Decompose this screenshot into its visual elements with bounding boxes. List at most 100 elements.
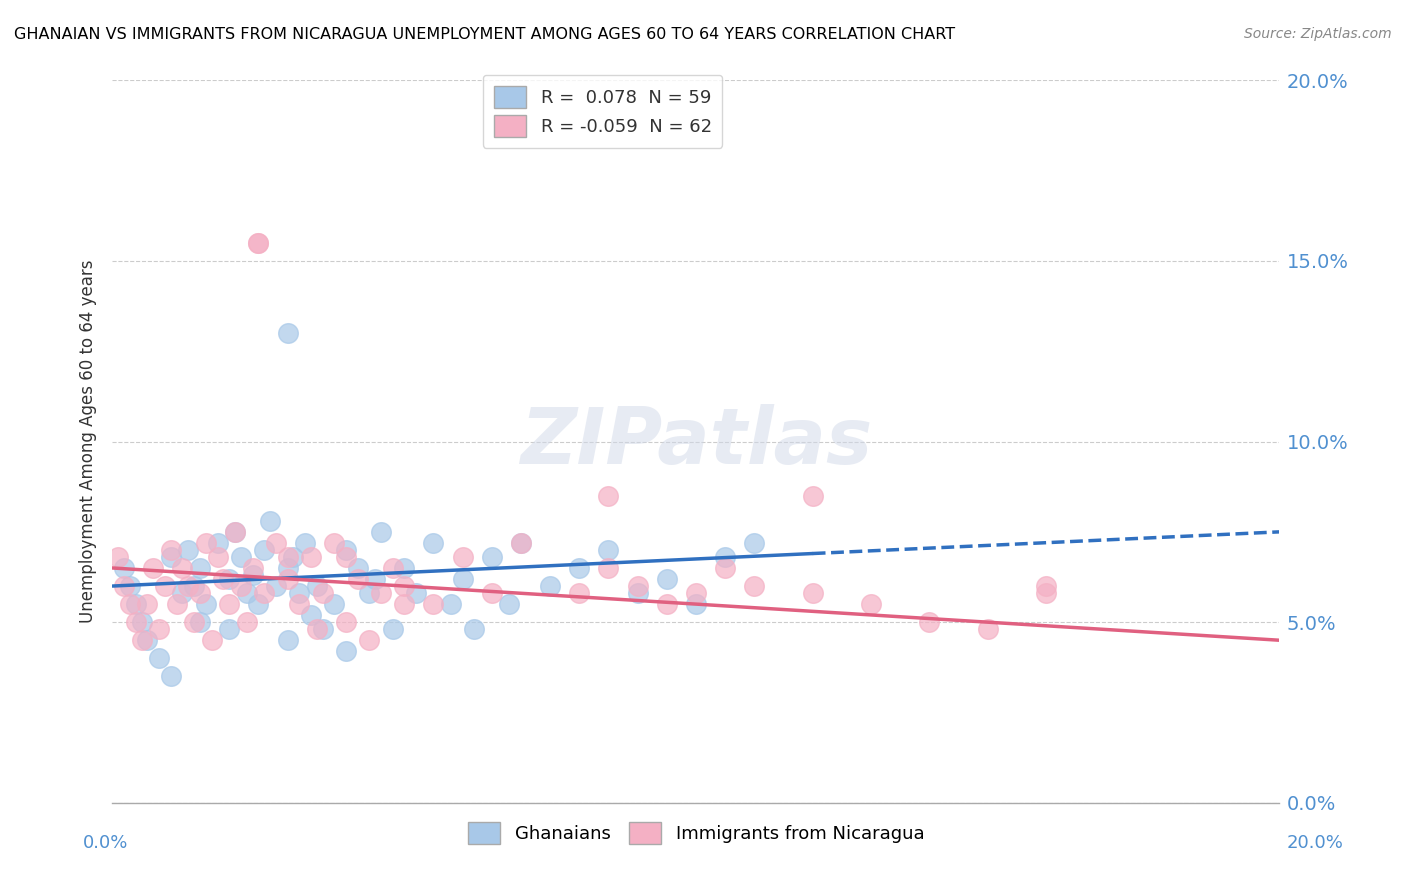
Point [118, 597, 141, 611]
Point [229, 579, 252, 593]
Text: Source: ZipAtlas.com: Source: ZipAtlas.com [1244, 27, 1392, 41]
Point [194, 535, 217, 549]
Point [283, 550, 305, 565]
Point [276, 550, 298, 565]
Point [112, 579, 135, 593]
Point [1035, 579, 1057, 593]
Point [655, 572, 678, 586]
Point [742, 579, 765, 593]
Point [131, 633, 153, 648]
Point [160, 669, 183, 683]
Point [311, 623, 333, 637]
Point [742, 535, 765, 549]
Point [335, 550, 357, 565]
Point [440, 597, 463, 611]
Point [451, 572, 474, 586]
Point [207, 550, 229, 565]
Point [259, 514, 281, 528]
Point [177, 579, 200, 593]
Point [276, 561, 298, 575]
Text: GHANAIAN VS IMMIGRANTS FROM NICARAGUA UNEMPLOYMENT AMONG AGES 60 TO 64 YEARS COR: GHANAIAN VS IMMIGRANTS FROM NICARAGUA UN… [14, 27, 955, 42]
Point [188, 586, 211, 600]
Point [860, 597, 883, 611]
Point [323, 597, 346, 611]
Point [422, 535, 444, 549]
Point [112, 561, 135, 575]
Text: 20.0%: 20.0% [1286, 834, 1343, 852]
Point [1035, 586, 1057, 600]
Point [131, 615, 153, 630]
Point [177, 542, 200, 557]
Point [335, 644, 357, 658]
Point [481, 586, 503, 600]
Point [394, 579, 416, 593]
Point [370, 524, 392, 539]
Point [381, 561, 404, 575]
Point [394, 597, 416, 611]
Point [346, 561, 368, 575]
Point [136, 597, 159, 611]
Point [148, 651, 170, 665]
Point [364, 572, 387, 586]
Point [242, 568, 264, 582]
Point [118, 579, 141, 593]
Point [509, 535, 531, 549]
Point [323, 535, 346, 549]
Point [212, 572, 235, 586]
Point [294, 535, 316, 549]
Point [142, 561, 165, 575]
Legend: Ghanaians, Immigrants from Nicaragua: Ghanaians, Immigrants from Nicaragua [461, 815, 931, 852]
Point [538, 579, 561, 593]
Point [801, 586, 824, 600]
Point [247, 597, 270, 611]
Point [335, 615, 357, 630]
Point [218, 597, 240, 611]
Point [685, 597, 707, 611]
Point [598, 561, 620, 575]
Point [346, 572, 368, 586]
Point [201, 633, 224, 648]
Point [218, 623, 240, 637]
Point [801, 489, 824, 503]
Text: ZIPatlas: ZIPatlas [520, 403, 872, 480]
Point [598, 542, 620, 557]
Point [422, 597, 444, 611]
Point [160, 550, 183, 565]
Point [305, 623, 328, 637]
Point [335, 542, 357, 557]
Point [188, 615, 211, 630]
Point [627, 579, 650, 593]
Point [276, 326, 298, 340]
Point [568, 561, 591, 575]
Point [264, 579, 287, 593]
Text: 0.0%: 0.0% [83, 834, 128, 852]
Point [125, 597, 148, 611]
Point [148, 623, 170, 637]
Point [394, 561, 416, 575]
Point [235, 615, 257, 630]
Point [224, 524, 246, 539]
Point [166, 597, 188, 611]
Point [253, 542, 276, 557]
Point [188, 561, 211, 575]
Point [381, 623, 404, 637]
Point [451, 550, 474, 565]
Point [359, 586, 381, 600]
Point [136, 633, 159, 648]
Point [305, 579, 328, 593]
Point [160, 542, 183, 557]
Point [655, 597, 678, 611]
Point [107, 550, 129, 565]
Point [405, 586, 427, 600]
Point [463, 623, 485, 637]
Point [276, 572, 298, 586]
Point [498, 597, 520, 611]
Point [509, 535, 531, 549]
Point [242, 561, 264, 575]
Point [224, 524, 246, 539]
Point [288, 586, 311, 600]
Point [714, 561, 737, 575]
Point [359, 633, 381, 648]
Point [918, 615, 941, 630]
Point [207, 535, 229, 549]
